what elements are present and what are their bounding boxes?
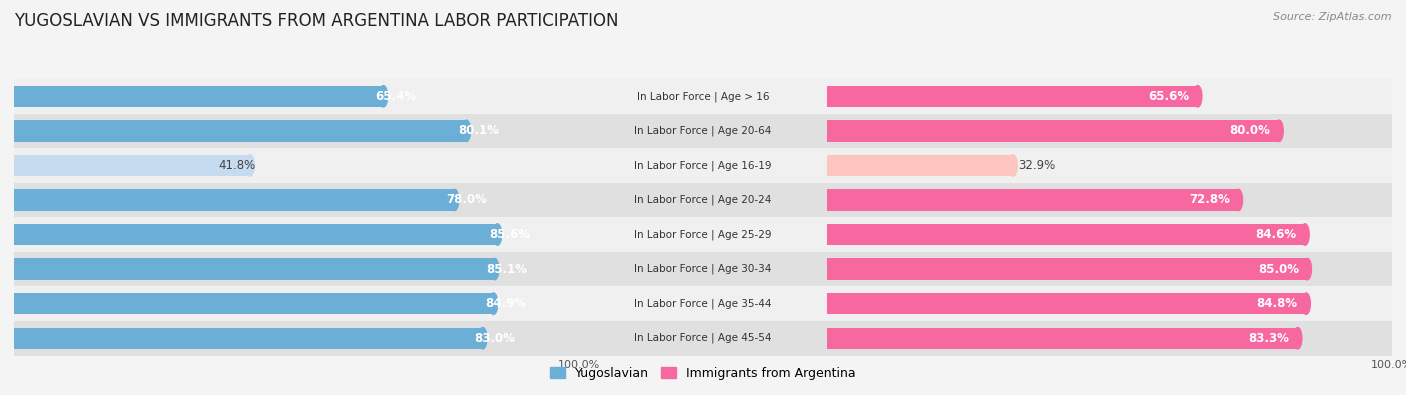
Ellipse shape (450, 189, 458, 211)
Bar (827, 120, 1279, 141)
Ellipse shape (489, 293, 498, 314)
FancyBboxPatch shape (579, 79, 827, 114)
FancyBboxPatch shape (827, 321, 1392, 356)
Bar (827, 258, 1308, 280)
Text: In Labor Force | Age 25-29: In Labor Force | Age 25-29 (634, 229, 772, 240)
FancyBboxPatch shape (14, 114, 579, 148)
Ellipse shape (1301, 224, 1309, 245)
Ellipse shape (1008, 155, 1018, 176)
Ellipse shape (478, 327, 486, 349)
Text: In Labor Force | Age 45-54: In Labor Force | Age 45-54 (634, 333, 772, 344)
Ellipse shape (491, 258, 499, 280)
Text: In Labor Force | Age 16-19: In Labor Force | Age 16-19 (634, 160, 772, 171)
Ellipse shape (1194, 86, 1202, 107)
FancyBboxPatch shape (827, 217, 1392, 252)
FancyBboxPatch shape (827, 252, 1392, 286)
Bar (827, 86, 1198, 107)
Bar (14, 189, 454, 211)
FancyBboxPatch shape (14, 148, 579, 182)
Bar (14, 155, 250, 176)
FancyBboxPatch shape (14, 79, 579, 114)
Ellipse shape (1302, 293, 1310, 314)
Text: 32.9%: 32.9% (1019, 159, 1056, 172)
Text: 65.6%: 65.6% (1149, 90, 1189, 103)
FancyBboxPatch shape (579, 321, 827, 356)
Text: 85.0%: 85.0% (1258, 263, 1299, 276)
Bar (827, 293, 1306, 314)
FancyBboxPatch shape (827, 286, 1392, 321)
Text: In Labor Force | Age 35-44: In Labor Force | Age 35-44 (634, 298, 772, 309)
Bar (827, 155, 1012, 176)
FancyBboxPatch shape (579, 182, 827, 217)
Bar (14, 86, 384, 107)
Ellipse shape (1294, 327, 1302, 349)
Bar (14, 120, 467, 141)
Text: 80.0%: 80.0% (1230, 124, 1271, 137)
Bar (14, 327, 482, 349)
Text: 84.9%: 84.9% (485, 297, 526, 310)
Text: 41.8%: 41.8% (218, 159, 256, 172)
FancyBboxPatch shape (14, 182, 579, 217)
FancyBboxPatch shape (14, 217, 579, 252)
Text: In Labor Force | Age 20-24: In Labor Force | Age 20-24 (634, 195, 772, 205)
FancyBboxPatch shape (827, 182, 1392, 217)
FancyBboxPatch shape (14, 286, 579, 321)
Bar (14, 293, 494, 314)
Text: 78.0%: 78.0% (446, 194, 486, 207)
Legend: Yugoslavian, Immigrants from Argentina: Yugoslavian, Immigrants from Argentina (546, 362, 860, 385)
Ellipse shape (1303, 258, 1312, 280)
Ellipse shape (1275, 120, 1284, 141)
Text: 85.1%: 85.1% (486, 263, 527, 276)
Ellipse shape (494, 224, 502, 245)
Ellipse shape (463, 120, 471, 141)
FancyBboxPatch shape (827, 79, 1392, 114)
Text: 65.4%: 65.4% (375, 90, 416, 103)
FancyBboxPatch shape (579, 286, 827, 321)
Ellipse shape (246, 155, 254, 176)
Bar (827, 327, 1298, 349)
FancyBboxPatch shape (14, 252, 579, 286)
FancyBboxPatch shape (827, 114, 1392, 148)
Text: In Labor Force | Age > 16: In Labor Force | Age > 16 (637, 91, 769, 102)
Text: 84.8%: 84.8% (1257, 297, 1298, 310)
Text: 80.1%: 80.1% (458, 124, 499, 137)
FancyBboxPatch shape (579, 252, 827, 286)
Text: 72.8%: 72.8% (1189, 194, 1230, 207)
Text: In Labor Force | Age 20-64: In Labor Force | Age 20-64 (634, 126, 772, 136)
Bar (827, 224, 1305, 245)
FancyBboxPatch shape (579, 217, 827, 252)
FancyBboxPatch shape (579, 114, 827, 148)
Text: 83.3%: 83.3% (1249, 332, 1289, 345)
Text: YUGOSLAVIAN VS IMMIGRANTS FROM ARGENTINA LABOR PARTICIPATION: YUGOSLAVIAN VS IMMIGRANTS FROM ARGENTINA… (14, 12, 619, 30)
Text: 83.0%: 83.0% (474, 332, 515, 345)
Text: 84.6%: 84.6% (1256, 228, 1296, 241)
Text: In Labor Force | Age 30-34: In Labor Force | Age 30-34 (634, 264, 772, 275)
Ellipse shape (380, 86, 388, 107)
Bar (14, 224, 498, 245)
FancyBboxPatch shape (827, 148, 1392, 182)
Text: 85.6%: 85.6% (489, 228, 530, 241)
Text: Source: ZipAtlas.com: Source: ZipAtlas.com (1274, 12, 1392, 22)
Bar (14, 258, 495, 280)
Ellipse shape (1234, 189, 1243, 211)
Bar (827, 189, 1239, 211)
FancyBboxPatch shape (14, 321, 579, 356)
FancyBboxPatch shape (579, 148, 827, 182)
